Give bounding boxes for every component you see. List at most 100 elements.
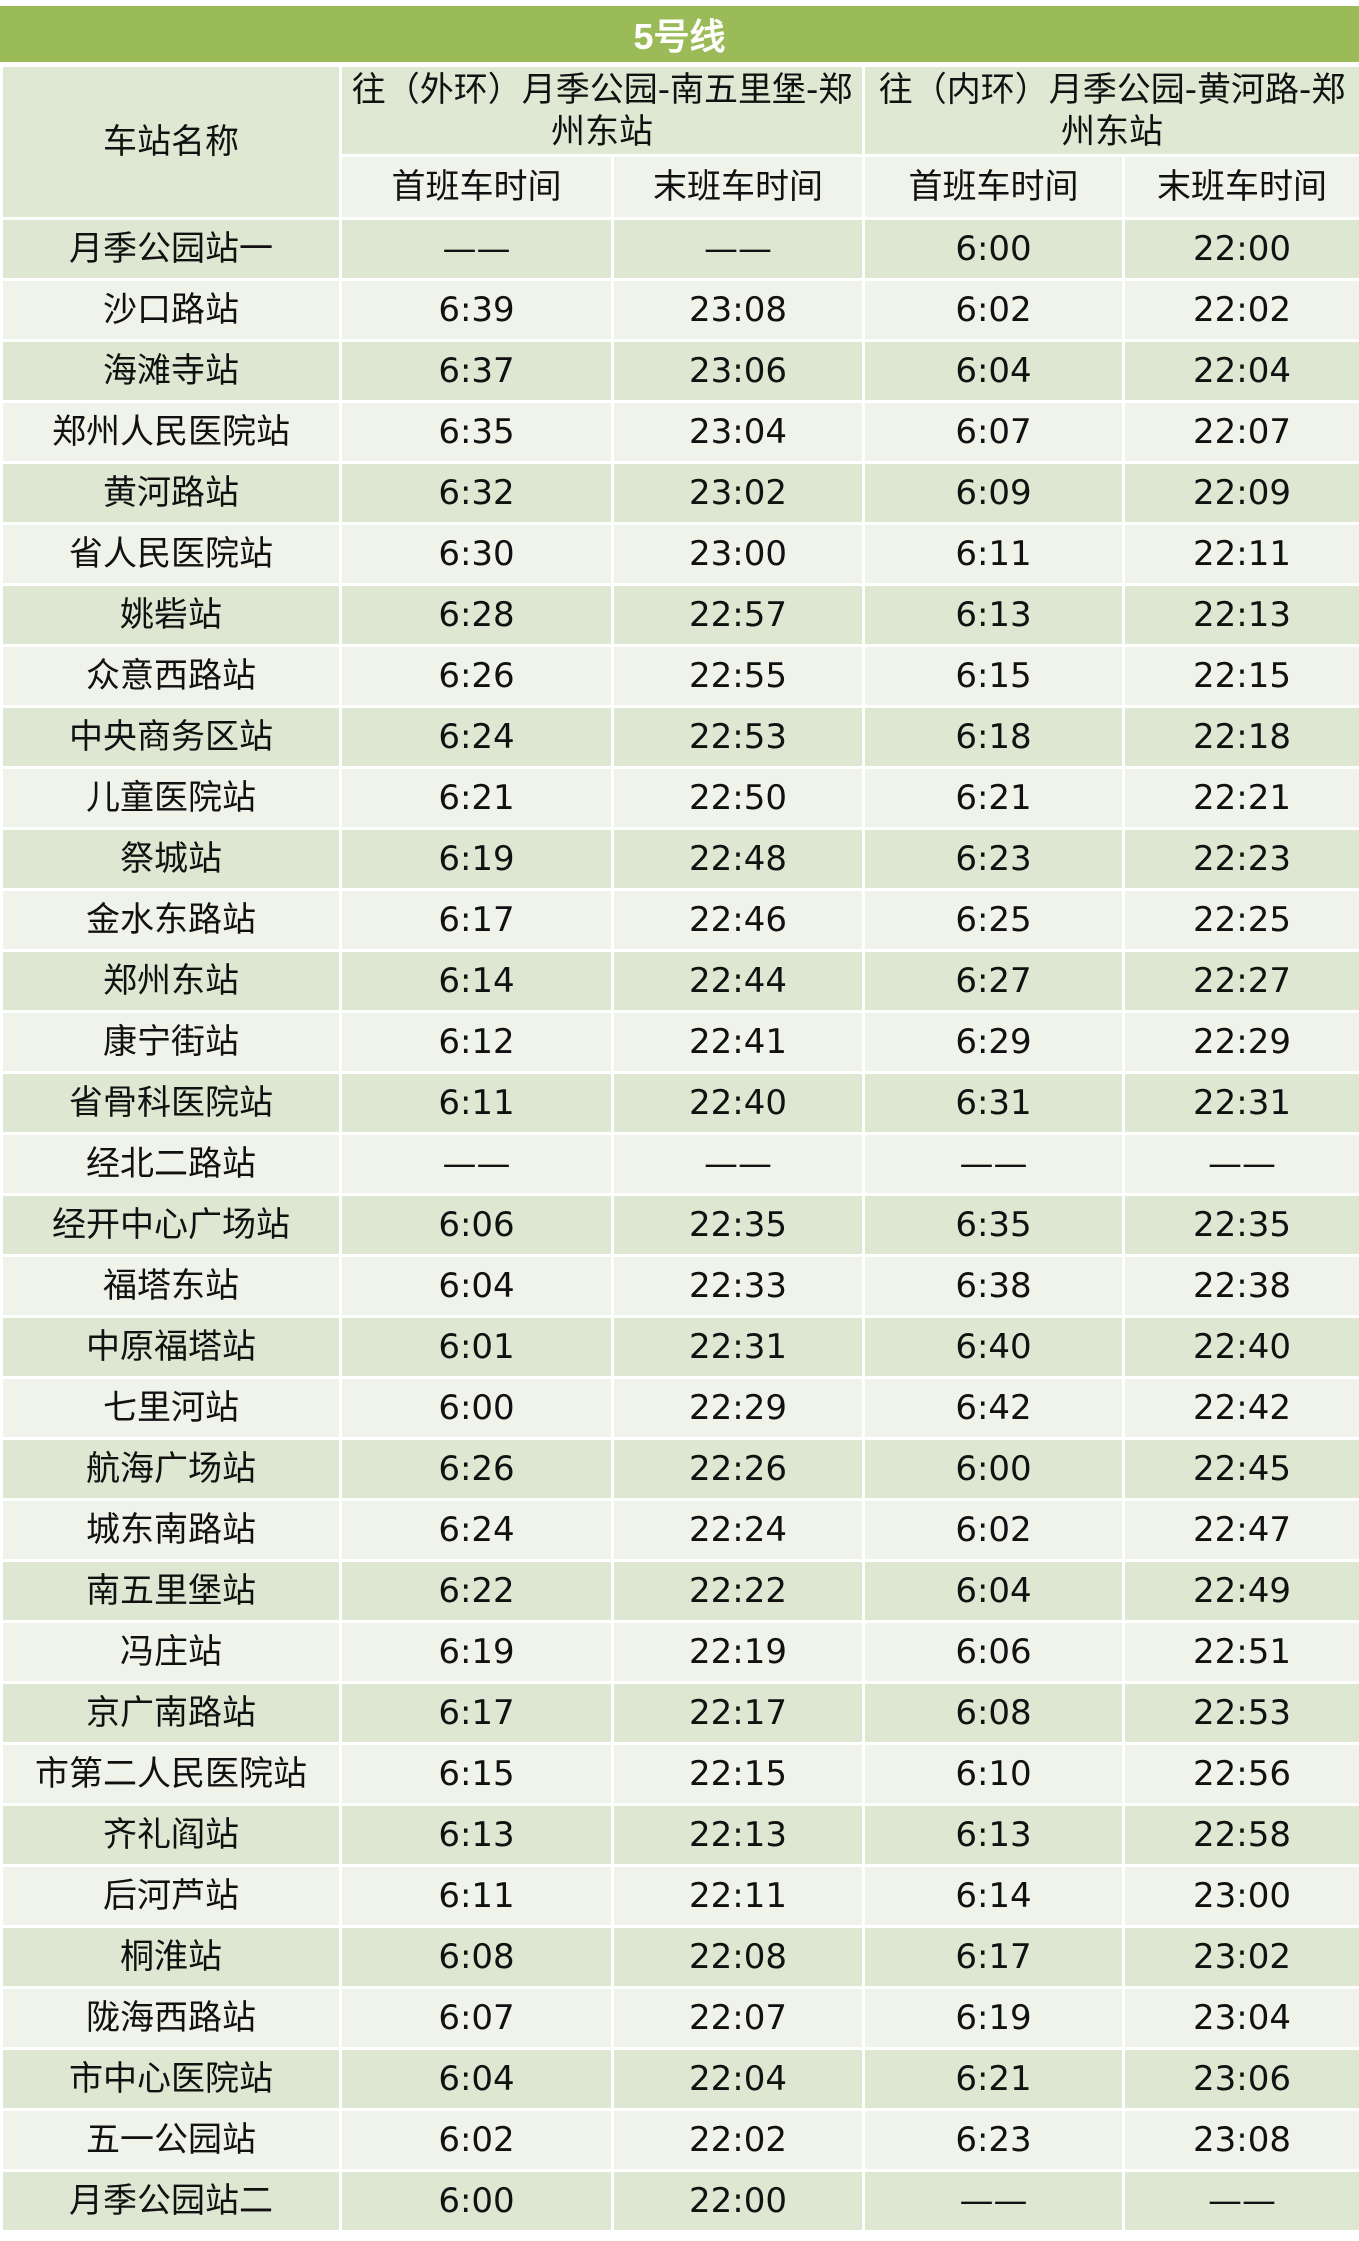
inner-first-time: 6:27 — [862, 949, 1126, 1013]
outer-first-time: 6:37 — [339, 339, 614, 403]
station-name: 齐礼阎站 — [0, 1803, 342, 1867]
outer-first-time: 6:12 — [339, 1010, 614, 1074]
inner-first-time: 6:25 — [862, 888, 1126, 952]
outer-first-time: 6:11 — [339, 1864, 614, 1928]
outer-last-time: 22:07 — [610, 1986, 866, 2050]
inner-first-time: 6:08 — [862, 1681, 1126, 1745]
inner-last-time: 22:29 — [1122, 1010, 1359, 1074]
outer-first-time: 6:21 — [339, 766, 614, 830]
inner-first-time: 6:09 — [862, 461, 1126, 525]
outer-first-time: 6:13 — [339, 1803, 614, 1867]
outer-first-time: 6:24 — [339, 1498, 614, 1562]
inner-last-time: 22:21 — [1122, 766, 1359, 830]
outer-first-time: 6:28 — [339, 583, 614, 647]
outer-last-time: 22:53 — [610, 705, 866, 769]
station-name: 众意西路站 — [0, 644, 342, 708]
inner-first-time: 6:07 — [862, 400, 1126, 464]
outer-first-time: 6:22 — [339, 1559, 614, 1623]
outer-last-time: 22:17 — [610, 1681, 866, 1745]
inner-first-time: 6:23 — [862, 827, 1126, 891]
station-name: 市第二人民医院站 — [0, 1742, 342, 1806]
inner-last-time: 23:04 — [1122, 1986, 1359, 2050]
outer-last-time: —— — [610, 1132, 866, 1196]
station-name: 姚砦站 — [0, 583, 342, 647]
station-name: 中央商务区站 — [0, 705, 342, 769]
station-name: 冯庄站 — [0, 1620, 342, 1684]
outer-last-time: 22:48 — [610, 827, 866, 891]
inner-first-time: 6:11 — [862, 522, 1126, 586]
inner-last-time: 22:35 — [1122, 1193, 1359, 1257]
table-row: 京广南路站 6:17 22:17 6:08 22:53 — [0, 1681, 1359, 1745]
station-name: 沙口路站 — [0, 278, 342, 342]
outer-first-time: 6:00 — [339, 2169, 614, 2233]
header-outer-loop: 往（外环）月季公园-南五里堡-郑州东站 — [338, 64, 866, 157]
table-row: 沙口路站 6:39 23:08 6:02 22:02 — [0, 278, 1359, 342]
station-name: 陇海西路站 — [0, 1986, 342, 2050]
outer-last-time: 23:02 — [610, 461, 866, 525]
outer-last-time: 22:08 — [610, 1925, 866, 1989]
station-name: 月季公园站一 — [0, 217, 342, 281]
table-row: 经北二路站 —— —— —— —— — [0, 1132, 1359, 1196]
outer-last-time: 23:08 — [610, 278, 866, 342]
header-outer-first: 首班车时间 — [339, 154, 614, 220]
outer-first-time: —— — [339, 217, 614, 281]
station-name: 经开中心广场站 — [0, 1193, 342, 1257]
inner-last-time: 22:11 — [1122, 522, 1359, 586]
inner-last-time: 23:00 — [1122, 1864, 1359, 1928]
header-inner-first: 首班车时间 — [862, 154, 1126, 220]
table-row: 祭城站 6:19 22:48 6:23 22:23 — [0, 827, 1359, 891]
outer-last-time: 22:19 — [610, 1620, 866, 1684]
inner-last-time: 22:07 — [1122, 400, 1359, 464]
outer-last-time: 22:15 — [610, 1742, 866, 1806]
inner-first-time: 6:06 — [862, 1620, 1126, 1684]
outer-first-time: 6:08 — [339, 1925, 614, 1989]
outer-first-time: 6:07 — [339, 1986, 614, 2050]
outer-last-time: 22:11 — [610, 1864, 866, 1928]
inner-last-time: 22:09 — [1122, 461, 1359, 525]
station-name: 五一公园站 — [0, 2108, 342, 2172]
station-name: 市中心医院站 — [0, 2047, 342, 2111]
header-outer-last: 末班车时间 — [610, 154, 866, 220]
table-row: 城东南路站 6:24 22:24 6:02 22:47 — [0, 1498, 1359, 1562]
table-row: 儿童医院站 6:21 22:50 6:21 22:21 — [0, 766, 1359, 830]
outer-last-time: 22:00 — [610, 2169, 866, 2233]
inner-last-time: 22:53 — [1122, 1681, 1359, 1745]
outer-last-time: 22:24 — [610, 1498, 866, 1562]
outer-last-time: 22:35 — [610, 1193, 866, 1257]
inner-first-time: 6:04 — [862, 339, 1126, 403]
table-row: 海滩寺站 6:37 23:06 6:04 22:04 — [0, 339, 1359, 403]
table-row: 经开中心广场站 6:06 22:35 6:35 22:35 — [0, 1193, 1359, 1257]
inner-first-time: 6:17 — [862, 1925, 1126, 1989]
outer-last-time: 22:31 — [610, 1315, 866, 1379]
inner-last-time: 22:49 — [1122, 1559, 1359, 1623]
outer-first-time: 6:17 — [339, 1681, 614, 1745]
table-row: 中央商务区站 6:24 22:53 6:18 22:18 — [0, 705, 1359, 769]
inner-first-time: 6:04 — [862, 1559, 1126, 1623]
outer-first-time: 6:15 — [339, 1742, 614, 1806]
table-row: 七里河站 6:00 22:29 6:42 22:42 — [0, 1376, 1359, 1440]
outer-first-time: 6:04 — [339, 1254, 614, 1318]
inner-last-time: 23:06 — [1122, 2047, 1359, 2111]
table-row: 省骨科医院站 6:11 22:40 6:31 22:31 — [0, 1071, 1359, 1135]
inner-first-time: 6:02 — [862, 278, 1126, 342]
outer-first-time: 6:04 — [339, 2047, 614, 2111]
station-name: 福塔东站 — [0, 1254, 342, 1318]
inner-last-time: 22:51 — [1122, 1620, 1359, 1684]
outer-last-time: 22:50 — [610, 766, 866, 830]
outer-last-time: 22:40 — [610, 1071, 866, 1135]
table-row: 五一公园站 6:02 22:02 6:23 23:08 — [0, 2108, 1359, 2172]
inner-first-time: 6:31 — [862, 1071, 1126, 1135]
station-name: 康宁街站 — [0, 1010, 342, 1074]
table-row: 黄河路站 6:32 23:02 6:09 22:09 — [0, 461, 1359, 525]
outer-last-time: 22:26 — [610, 1437, 866, 1501]
outer-last-time: 23:04 — [610, 400, 866, 464]
station-name: 经北二路站 — [0, 1132, 342, 1196]
outer-last-time: 23:00 — [610, 522, 866, 586]
header-inner-last: 末班车时间 — [1122, 154, 1359, 220]
header-station: 车站名称 — [0, 64, 342, 220]
inner-last-time: 22:45 — [1122, 1437, 1359, 1501]
station-name: 海滩寺站 — [0, 339, 342, 403]
table-row: 陇海西路站 6:07 22:07 6:19 23:04 — [0, 1986, 1359, 2050]
inner-last-time: 22:00 — [1122, 217, 1359, 281]
table-row: 中原福塔站 6:01 22:31 6:40 22:40 — [0, 1315, 1359, 1379]
